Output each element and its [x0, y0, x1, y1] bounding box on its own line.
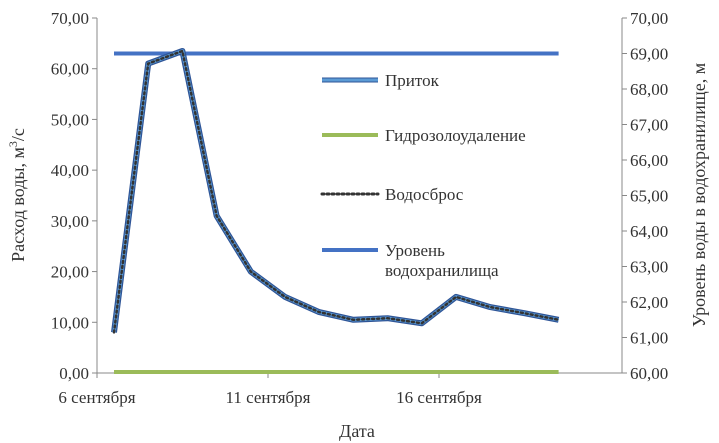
- left-tick-label: 10,00: [51, 313, 89, 332]
- legend-label-spillway: Водосброс: [385, 185, 464, 204]
- left-tick-label: 0,00: [59, 364, 89, 383]
- legend-label-reservoir-level-line1: Уровень: [385, 241, 445, 260]
- series-line-inflow: [112, 49, 559, 333]
- right-tick-label: 62,00: [630, 293, 668, 312]
- left-tick-label: 30,00: [51, 212, 89, 231]
- left-axis-title: Расход воды, м3/с: [6, 128, 28, 262]
- left-axis-ticks: 0,00 10,00 20,00 30,00 40,00 50,00 60,00 70,00: [51, 9, 97, 383]
- left-tick-label: 60,00: [51, 60, 89, 79]
- left-axis-title-superscript: 3: [6, 141, 20, 147]
- right-tick-label: 66,00: [630, 151, 668, 170]
- right-tick-label: 64,00: [630, 222, 668, 241]
- left-axis-title-suffix: /с: [8, 128, 28, 141]
- right-axis-ticks: 60,00 61,00 62,00 63,00 64,00 65,00 66,00 67,00…: [622, 9, 668, 383]
- x-tick-label: 6 сентября: [58, 388, 135, 407]
- right-tick-label: 68,00: [630, 80, 668, 99]
- left-axis-title-main: Расход воды, м: [8, 147, 28, 262]
- right-axis-title: Уровень воды в водохранилище, м: [689, 63, 709, 327]
- left-tick-label: 20,00: [51, 263, 89, 282]
- series-line-spillway: [112, 49, 560, 334]
- left-tick-label: 70,00: [51, 9, 89, 28]
- x-tick-label: 16 сентября: [396, 388, 482, 407]
- series-line-inflow-edge: [111, 48, 560, 333]
- right-tick-label: 69,00: [630, 45, 668, 64]
- legend-label-inflow: Приток: [385, 71, 440, 90]
- x-axis-ticks: 6 сентября 11 сентября 16 сентября: [58, 373, 482, 407]
- x-tick-label: 11 сентября: [225, 388, 310, 407]
- right-tick-label: 61,00: [630, 329, 668, 348]
- left-tick-label: 40,00: [51, 161, 89, 180]
- right-tick-label: 70,00: [630, 9, 668, 28]
- left-tick-label: 50,00: [51, 110, 89, 129]
- right-tick-label: 67,00: [630, 116, 668, 135]
- right-tick-label: 63,00: [630, 258, 668, 277]
- legend: Приток Гидрозолоудаление Водосброс Уровеньв…: [320, 71, 526, 280]
- series-group: [111, 48, 560, 374]
- right-tick-label: 65,00: [630, 187, 668, 206]
- legend-label-reservoir-level-line2: водохранилища: [385, 261, 499, 280]
- legend-label-hydroash: Гидрозолоудаление: [385, 126, 526, 145]
- right-tick-label: 60,00: [630, 364, 668, 383]
- x-axis-title: Дата: [339, 421, 375, 441]
